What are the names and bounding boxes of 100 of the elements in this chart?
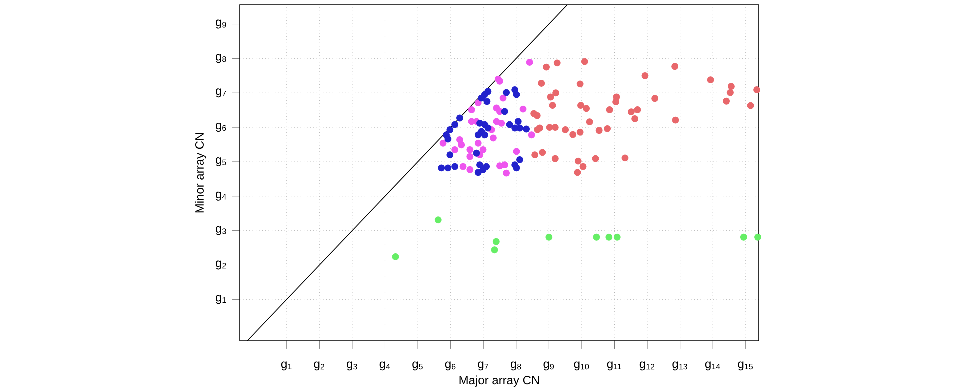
point xyxy=(500,94,507,102)
point xyxy=(514,118,522,125)
point xyxy=(728,82,735,90)
point xyxy=(576,80,584,88)
point xyxy=(452,146,459,154)
point xyxy=(456,114,464,122)
point xyxy=(503,170,510,177)
point xyxy=(539,149,546,156)
point xyxy=(506,121,514,128)
point xyxy=(592,155,600,162)
point xyxy=(554,60,561,66)
y-tick-label: g$_{6}$ xyxy=(216,122,226,132)
point xyxy=(460,163,467,170)
point xyxy=(606,234,613,241)
x-tick-label: g$_{4}$ xyxy=(380,361,390,370)
point xyxy=(596,126,603,134)
point xyxy=(466,146,474,154)
point xyxy=(446,151,454,158)
x-tick-label: g$_{14}$ xyxy=(705,361,720,370)
point xyxy=(480,166,487,174)
y-tick-label: g$_{3}$ xyxy=(216,226,226,236)
x-tick-label: g$_{11}$ xyxy=(607,361,622,370)
point xyxy=(570,131,577,138)
point xyxy=(392,253,400,260)
point xyxy=(438,164,446,172)
point xyxy=(622,154,629,162)
point xyxy=(612,98,620,106)
point xyxy=(574,158,582,165)
x-tick-label: g$_{3}$ xyxy=(347,361,358,370)
point xyxy=(586,118,594,126)
point xyxy=(480,146,487,154)
point xyxy=(723,98,730,105)
x-axis-title: Major array CN xyxy=(460,376,540,387)
y-tick-label: g$_{9}$ xyxy=(216,20,226,29)
point xyxy=(628,108,635,116)
point xyxy=(490,134,497,142)
point xyxy=(581,58,588,66)
point xyxy=(466,153,474,160)
point xyxy=(562,126,570,134)
y-tick-label: g$_{7}$ xyxy=(216,88,226,98)
x-tick-label: g$_{6}$ xyxy=(445,361,456,370)
point xyxy=(576,128,584,136)
x-tick-label: g$_{8}$ xyxy=(510,361,522,370)
point xyxy=(652,94,659,102)
point xyxy=(547,94,554,101)
point xyxy=(632,115,639,122)
point xyxy=(474,131,482,138)
point xyxy=(498,120,506,127)
point xyxy=(473,150,480,157)
point xyxy=(503,89,510,96)
point xyxy=(528,131,536,138)
point xyxy=(634,106,642,114)
point xyxy=(543,64,550,71)
point xyxy=(604,125,611,132)
point xyxy=(512,124,519,132)
x-tick-label: g$_{12}$ xyxy=(640,361,655,370)
point xyxy=(546,234,553,241)
point xyxy=(614,234,621,241)
point xyxy=(549,102,556,109)
point xyxy=(552,89,560,96)
point xyxy=(672,62,679,70)
point xyxy=(458,141,466,148)
point xyxy=(484,124,492,132)
point xyxy=(552,155,559,162)
point xyxy=(478,94,486,102)
point xyxy=(440,140,447,147)
point xyxy=(444,164,452,172)
point xyxy=(747,102,754,110)
point xyxy=(516,156,524,164)
point xyxy=(534,126,542,134)
point xyxy=(513,164,520,172)
x-tick-label: g$_{9}$ xyxy=(544,361,554,370)
point xyxy=(523,126,530,133)
point xyxy=(491,246,498,254)
y-tick-label: g$_{4}$ xyxy=(216,192,226,201)
point xyxy=(520,106,527,113)
point xyxy=(468,118,476,125)
point xyxy=(476,161,484,168)
point xyxy=(740,234,748,241)
point xyxy=(474,99,482,106)
point xyxy=(580,163,587,170)
point xyxy=(552,124,559,131)
x-tick-label: g$_{10}$ xyxy=(574,361,590,370)
point xyxy=(492,238,500,246)
point xyxy=(484,98,491,105)
point xyxy=(534,112,541,120)
x-tick-label: g$_{15}$ xyxy=(738,361,754,370)
point xyxy=(452,121,459,128)
point xyxy=(532,151,539,158)
point xyxy=(583,104,590,112)
point xyxy=(452,163,459,170)
y-tick-label: g$_{1}$ xyxy=(216,295,226,304)
point xyxy=(446,126,454,134)
point xyxy=(474,168,482,176)
point xyxy=(754,86,760,94)
x-tick-label: g$_{2}$ xyxy=(314,361,325,370)
point xyxy=(538,80,546,87)
point xyxy=(593,234,600,241)
point xyxy=(501,108,508,115)
point xyxy=(707,76,714,84)
